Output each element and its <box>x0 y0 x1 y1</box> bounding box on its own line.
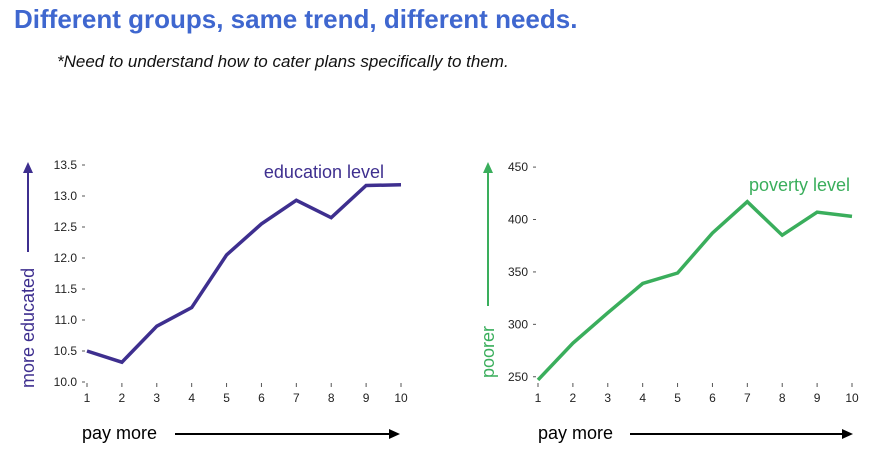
slide-title: Different groups, same trend, different … <box>14 4 578 34</box>
x-axis-arrow-head <box>389 429 400 439</box>
y-axis-arrow-head <box>23 162 33 173</box>
y-tick-label: 300 <box>508 317 528 331</box>
x-tick-label: 9 <box>363 391 370 405</box>
y-tick-label: 12.0 <box>54 251 78 265</box>
x-tick-label: 5 <box>223 391 230 405</box>
y-tick-label: 350 <box>508 265 528 279</box>
y-tick-label: 11.5 <box>55 282 78 296</box>
x-tick-label: 4 <box>639 391 646 405</box>
x-axis-arrow-head <box>842 429 853 439</box>
x-axis-label: pay more <box>538 423 613 443</box>
y-tick-label: 10.5 <box>54 344 78 358</box>
x-tick-label: 9 <box>814 391 821 405</box>
x-tick-label: 10 <box>845 391 859 405</box>
y-axis-arrow-head <box>483 162 493 173</box>
x-tick-label: 6 <box>709 391 716 405</box>
y-tick-label: 11.0 <box>55 313 78 327</box>
y-tick-label: 13.0 <box>54 189 78 203</box>
series-label: education level <box>264 162 384 182</box>
y-tick-label: 250 <box>508 370 528 384</box>
x-tick-label: 1 <box>84 391 91 405</box>
x-tick-label: 7 <box>293 391 300 405</box>
slide-subtitle: *Need to understand how to cater plans s… <box>57 52 509 71</box>
y-tick-label: 12.5 <box>54 220 78 234</box>
x-tick-label: 2 <box>119 391 126 405</box>
x-tick-label: 2 <box>570 391 577 405</box>
x-tick-label: 7 <box>744 391 751 405</box>
x-tick-label: 10 <box>394 391 408 405</box>
x-tick-label: 8 <box>779 391 786 405</box>
y-tick-label: 13.5 <box>54 158 78 172</box>
x-tick-label: 3 <box>153 391 160 405</box>
x-tick-label: 4 <box>188 391 195 405</box>
y-tick-label: 10.0 <box>54 375 78 389</box>
series-line <box>86 183 402 365</box>
y-tick-label: 400 <box>508 213 528 227</box>
x-tick-label: 6 <box>258 391 265 405</box>
x-tick-label: 8 <box>328 391 335 405</box>
series-line <box>536 199 853 382</box>
y-axis-label: poorer <box>478 326 498 378</box>
x-axis-label: pay more <box>82 423 157 443</box>
chart-1: 10.0 10.5 11.0 11.5 12.0 12.5 13.0 13.5 1 2 3 4 5 6 7 8… <box>18 158 408 443</box>
x-tick-label: 3 <box>604 391 611 405</box>
x-tick-label: 1 <box>535 391 542 405</box>
y-axis-label: more educated <box>18 268 38 388</box>
y-tick-label: 450 <box>508 160 528 174</box>
series-label: poverty level <box>749 175 850 195</box>
x-tick-label: 5 <box>674 391 681 405</box>
chart-2: 250 300 350 400 450 1 2 3 4 5 6 7 8 9 10 poverty level p… <box>478 160 859 443</box>
